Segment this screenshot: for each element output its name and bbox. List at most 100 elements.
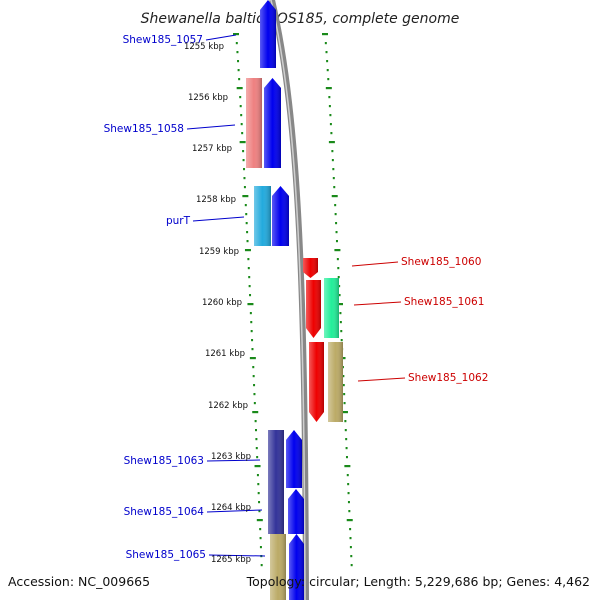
gene-shading <box>288 489 304 534</box>
tick-mark <box>252 375 255 378</box>
tick-mark <box>244 249 251 252</box>
gene-feature <box>270 534 286 600</box>
tick-marks <box>233 33 353 567</box>
gene-feature <box>306 280 321 338</box>
tick-mark <box>243 186 246 189</box>
leader-line <box>205 34 237 41</box>
tick-mark <box>329 114 332 117</box>
tick-mark <box>244 204 247 207</box>
kbp-label: 1259 kbp <box>199 247 239 257</box>
tick-mark <box>242 159 245 162</box>
tick-mark <box>343 393 346 396</box>
leader-line <box>351 261 399 267</box>
tick-mark <box>256 474 259 477</box>
tick-mark <box>340 330 343 333</box>
tick-mark <box>350 564 353 567</box>
gene-label-text: Shew185_1062 <box>408 372 488 384</box>
tick-mark <box>347 483 350 486</box>
tick-mark <box>344 429 347 432</box>
tick-mark <box>249 294 252 297</box>
tick-mark <box>347 492 350 495</box>
gene-feature <box>246 78 262 168</box>
tick-mark <box>337 303 344 306</box>
tick-mark <box>327 78 330 81</box>
tick-mark <box>344 420 347 423</box>
gene-features <box>246 0 343 600</box>
gene-feature <box>272 186 289 246</box>
gene-feature <box>288 489 304 534</box>
backbone-line <box>269 0 309 600</box>
tick-mark <box>345 447 348 450</box>
gene-shading <box>328 342 343 422</box>
tick-mark <box>250 321 253 324</box>
tick-mark <box>339 312 342 315</box>
gene-label-right: Shew185_1061 <box>353 296 484 308</box>
gene-shading <box>272 186 289 246</box>
tick-mark <box>331 159 334 162</box>
tick-mark <box>256 519 263 522</box>
gene-label-left: purT <box>166 215 245 227</box>
tick-mark <box>240 114 243 117</box>
tick-mark <box>260 564 263 567</box>
tick-mark <box>248 276 251 279</box>
genome-title: Shewanella baltica OS185, complete genom… <box>141 11 460 27</box>
tick-mark <box>335 222 338 225</box>
tick-mark <box>330 132 333 135</box>
tick-mark <box>342 375 345 378</box>
tick-mark <box>257 492 260 495</box>
leader-line <box>353 301 402 306</box>
tick-mark <box>338 294 341 297</box>
kbp-label: 1255 kbp <box>184 42 224 52</box>
tick-mark <box>349 528 352 531</box>
tick-mark <box>243 168 246 171</box>
gene-shading <box>254 186 271 246</box>
tick-mark <box>259 537 262 540</box>
gene-feature <box>264 78 281 168</box>
kbp-label: 1264 kbp <box>211 503 251 513</box>
tick-mark <box>254 465 261 468</box>
tick-mark <box>255 447 258 450</box>
gene-shading <box>270 534 286 600</box>
gene-feature <box>268 430 284 534</box>
tick-mark <box>324 42 327 45</box>
kbp-label: 1265 kbp <box>211 555 251 565</box>
tick-mark <box>252 411 259 414</box>
kbp-label: 1256 kbp <box>188 93 228 103</box>
tick-mark <box>246 231 249 234</box>
tick-mark <box>336 258 339 261</box>
gene-feature <box>286 430 302 488</box>
gene-shading <box>289 534 304 600</box>
gene-label-left: Shew185_1058 <box>104 123 236 135</box>
tick-mark <box>345 456 348 459</box>
tick-mark <box>335 240 338 243</box>
tick-mark <box>252 366 255 369</box>
tick-mark <box>339 321 342 324</box>
tick-mark <box>256 456 259 459</box>
gene-label-left: Shew185_1064 <box>124 506 263 518</box>
gene-shading <box>264 78 281 168</box>
gene-shading <box>260 0 276 68</box>
tick-mark <box>337 267 340 270</box>
tick-mark <box>251 339 254 342</box>
tick-mark <box>259 528 262 531</box>
tick-mark <box>236 87 243 90</box>
leader-line <box>208 554 266 557</box>
tick-mark <box>250 330 253 333</box>
tick-mark <box>326 69 329 72</box>
tick-mark <box>245 213 248 216</box>
tick-mark <box>334 204 337 207</box>
tick-mark <box>253 384 256 387</box>
tick-mark <box>322 33 328 36</box>
tick-mark <box>332 177 335 180</box>
tick-mark <box>338 285 341 288</box>
leader-line <box>206 509 263 513</box>
tick-mark <box>349 546 352 549</box>
gene-label-text: Shew185_1058 <box>104 123 184 135</box>
leader-line <box>192 216 245 222</box>
tick-mark <box>251 348 254 351</box>
gene-shading <box>303 258 318 278</box>
tick-mark <box>237 60 240 63</box>
tick-mark <box>350 555 353 558</box>
